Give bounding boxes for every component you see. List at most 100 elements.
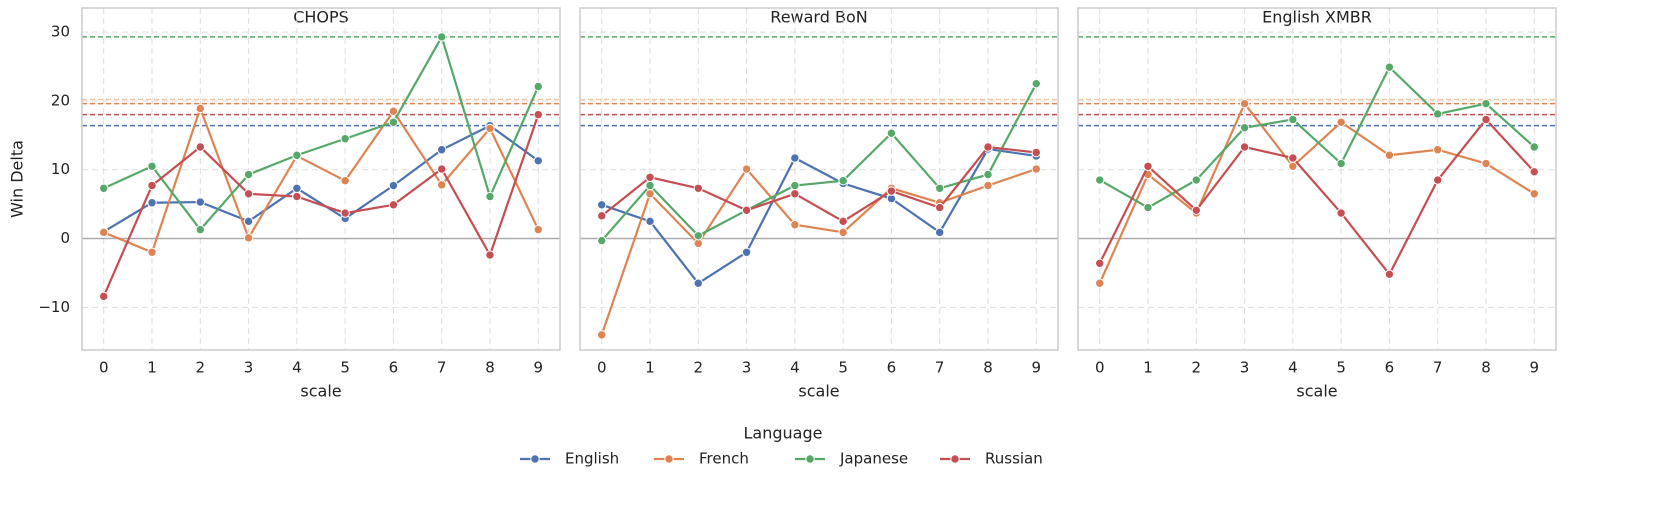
x-tick-label: 7 [1433, 359, 1443, 377]
data-point [790, 153, 800, 163]
x-tick-label: 6 [1385, 359, 1395, 377]
data-point [388, 180, 399, 191]
data-point [147, 161, 157, 171]
y-tick-label: 10 [51, 160, 70, 178]
data-point [1384, 269, 1395, 280]
series-line [103, 124, 539, 233]
legend-label: Russian [985, 450, 1043, 468]
x-axis-label: scale [1296, 382, 1337, 401]
data-point [645, 216, 655, 227]
x-axis-label: scale [798, 382, 839, 401]
legend-marker [530, 454, 540, 464]
legend-marker [664, 454, 674, 464]
data-point [147, 180, 157, 191]
data-point [645, 189, 655, 199]
data-point [983, 142, 993, 152]
data-point [1529, 167, 1539, 177]
data-point [790, 220, 800, 230]
series-line [601, 147, 1037, 285]
data-point [935, 227, 945, 238]
data-point [243, 189, 254, 199]
data-point [741, 164, 752, 174]
legend-entry: Japanese [795, 450, 908, 468]
data-point [147, 247, 157, 257]
x-tick-label: 7 [437, 359, 447, 377]
data-point [1288, 161, 1298, 171]
data-point [935, 183, 945, 193]
x-tick-label: 1 [645, 359, 655, 377]
data-point [838, 176, 848, 186]
x-tick-label: 2 [1192, 359, 1202, 377]
data-point [388, 200, 399, 210]
series-line [600, 83, 1038, 242]
data-point [195, 142, 205, 152]
data-point [597, 235, 607, 246]
data-point [1143, 161, 1153, 171]
data-point [1095, 175, 1105, 185]
series-line [600, 167, 1037, 336]
data-point [99, 291, 109, 302]
data-point [1481, 158, 1491, 169]
data-point [1031, 147, 1041, 158]
data-point [292, 191, 302, 202]
data-point [741, 247, 752, 257]
series-line [601, 145, 1037, 223]
x-tick-label: 9 [533, 359, 543, 377]
data-point [485, 191, 495, 202]
x-tick-label: 2 [196, 359, 206, 377]
legend-marker [805, 454, 815, 464]
data-point [533, 109, 543, 120]
data-point [437, 145, 447, 155]
legend-entry: Russian [940, 450, 1043, 468]
x-tick-label: 0 [597, 359, 607, 377]
x-tick-label: 6 [887, 359, 897, 377]
x-tick-label: 3 [742, 359, 752, 377]
legend-label: English [565, 450, 619, 468]
data-point [388, 117, 399, 127]
data-point [1481, 98, 1491, 109]
data-point [243, 233, 254, 243]
data-point [1031, 78, 1041, 89]
data-point [886, 186, 897, 196]
data-point [292, 183, 302, 193]
data-point [1433, 175, 1443, 185]
data-point [485, 250, 495, 260]
series-line [1098, 117, 1536, 277]
data-point [597, 330, 607, 340]
data-point [1288, 153, 1298, 163]
data-point [1095, 258, 1105, 268]
data-point [195, 103, 205, 114]
x-tick-label: 9 [1529, 359, 1539, 377]
y-tick-label: −10 [38, 298, 70, 316]
x-tick-label: 3 [1240, 359, 1250, 377]
data-point [533, 224, 543, 235]
x-tick-label: 0 [99, 359, 109, 377]
y-tick-label: 20 [51, 91, 70, 109]
data-point [533, 156, 543, 166]
data-point [1095, 278, 1105, 288]
data-point [886, 128, 897, 138]
data-point [645, 180, 655, 191]
data-point [1529, 189, 1539, 199]
data-point [1336, 208, 1346, 218]
data-point [1336, 117, 1346, 127]
data-point [340, 134, 350, 144]
data-point [597, 211, 607, 221]
data-point [1529, 142, 1539, 152]
data-point [292, 150, 302, 160]
y-axis-label: Win Delta [8, 140, 27, 218]
plot-frame [81, 7, 561, 351]
legend-entry: English [520, 450, 619, 468]
x-tick-label: 1 [1143, 359, 1153, 377]
data-point [741, 205, 752, 216]
data-point [1239, 123, 1250, 133]
x-tick-label: 2 [694, 359, 704, 377]
data-point [983, 180, 993, 191]
data-point [1239, 142, 1250, 152]
data-point [147, 198, 157, 208]
data-point [1433, 109, 1443, 119]
x-tick-label: 5 [340, 359, 350, 377]
x-tick-label: 3 [244, 359, 254, 377]
data-point [388, 106, 399, 116]
